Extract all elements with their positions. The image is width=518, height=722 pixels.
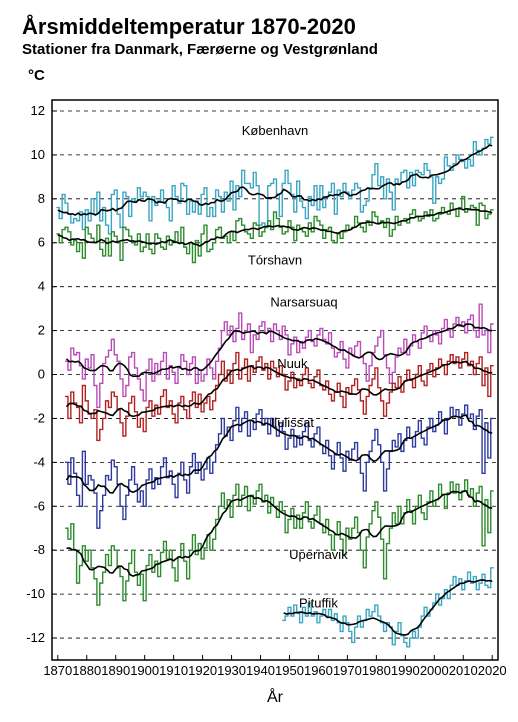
xtick-label: 1930 bbox=[217, 663, 246, 678]
ytick-label: -12 bbox=[26, 630, 45, 645]
ytick-label: -4 bbox=[33, 454, 45, 469]
xtick-label: 1940 bbox=[246, 663, 275, 678]
station-label: Upernavik bbox=[289, 547, 348, 562]
chart-subtitle: Stationer fra Danmark, Færøerne og Vestg… bbox=[22, 41, 378, 58]
ytick-label: -10 bbox=[26, 586, 45, 601]
temperature-chart: -12-10-8-6-4-202468101218701880189019001… bbox=[0, 0, 518, 722]
ytick-label: 6 bbox=[38, 235, 45, 250]
station-label: Narsarsuaq bbox=[270, 294, 337, 309]
chart-title: Årsmiddeltemperatur 1870-2020 bbox=[22, 13, 356, 39]
xtick-label: 1960 bbox=[304, 663, 333, 678]
ytick-label: 4 bbox=[38, 279, 45, 294]
xtick-label: 1980 bbox=[362, 663, 391, 678]
ytick-label: 0 bbox=[38, 367, 45, 382]
ytick-label: -2 bbox=[33, 410, 45, 425]
station-label: Nuuk bbox=[277, 356, 308, 371]
xtick-label: 2020 bbox=[478, 663, 507, 678]
ytick-label: -8 bbox=[33, 542, 45, 557]
station-label: Pituffik bbox=[299, 595, 338, 610]
ytick-label: 10 bbox=[31, 147, 45, 162]
xtick-label: 1870 bbox=[43, 663, 72, 678]
xtick-label: 1990 bbox=[391, 663, 420, 678]
xtick-label: 1890 bbox=[101, 663, 130, 678]
xtick-label: 1880 bbox=[72, 663, 101, 678]
station-label: Ilulissat bbox=[271, 415, 315, 430]
xtick-label: 1950 bbox=[275, 663, 304, 678]
ytick-label: 8 bbox=[38, 191, 45, 206]
ytick-label: -6 bbox=[33, 498, 45, 513]
ytick-label: 12 bbox=[31, 103, 45, 118]
xtick-label: 2000 bbox=[420, 663, 449, 678]
station-label: Tórshavn bbox=[248, 253, 302, 268]
xtick-label: 1920 bbox=[188, 663, 217, 678]
xtick-label: 1910 bbox=[159, 663, 188, 678]
station-label: København bbox=[242, 123, 309, 138]
x-axis-label: År bbox=[267, 687, 284, 706]
ytick-label: 2 bbox=[38, 323, 45, 338]
xtick-label: 1970 bbox=[333, 663, 362, 678]
xtick-label: 1900 bbox=[130, 663, 159, 678]
unit-label: °C bbox=[28, 67, 45, 84]
xtick-label: 2010 bbox=[449, 663, 478, 678]
